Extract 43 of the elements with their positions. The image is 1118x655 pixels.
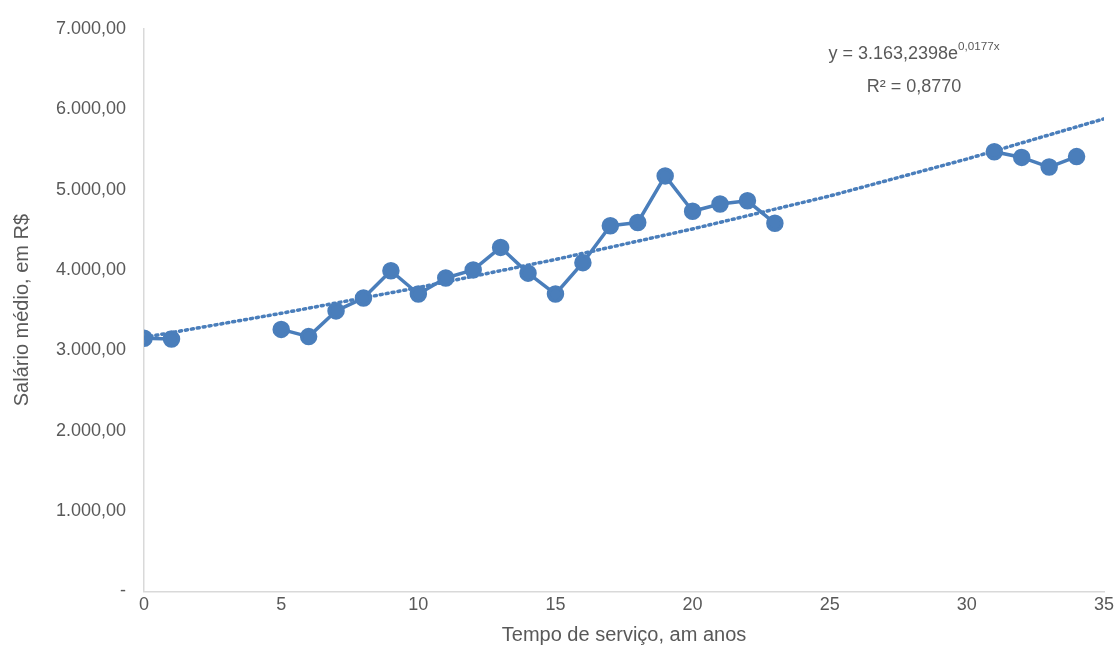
- y-tick-label: 3.000,00: [55, 339, 127, 360]
- x-tick-label: 0: [139, 594, 150, 615]
- point: [272, 320, 290, 339]
- point: [683, 202, 702, 220]
- point: [1012, 148, 1031, 167]
- point: [491, 238, 510, 257]
- point: [437, 269, 455, 287]
- x-tick-label: 5: [276, 594, 287, 615]
- y-tick-label: 5.000,00: [55, 178, 127, 199]
- point: [1040, 158, 1058, 176]
- x-tick-label: 35: [1093, 594, 1115, 615]
- annotation: R² = 0,8770: [866, 75, 962, 96]
- x-tick-label: 15: [545, 594, 566, 615]
- point: [327, 302, 345, 320]
- point: [519, 264, 537, 282]
- y-tick-label: 6.000,00: [55, 98, 127, 119]
- point: [656, 167, 674, 185]
- point: [299, 327, 318, 346]
- y-tick-label: 7.000,00: [55, 17, 127, 38]
- point: [382, 261, 400, 280]
- point: [629, 213, 647, 232]
- y-tick-label: -: [120, 580, 127, 601]
- point: [711, 195, 729, 213]
- x-tick-label: 30: [956, 594, 977, 615]
- y-tick-label: 1.000,00: [55, 500, 127, 520]
- y-tick-label: 2.000,00: [55, 419, 127, 440]
- point: [738, 192, 757, 210]
- point: [1067, 147, 1086, 166]
- point: [601, 216, 620, 235]
- y-tick-label: 4.000,00: [55, 258, 127, 279]
- x-axis-title: Tempo de serviço, am anos: [501, 622, 747, 645]
- y-axis-title: Salário médio, em R$: [9, 213, 32, 407]
- x-tick-label: 20: [682, 594, 703, 615]
- x-tick-label: 25: [819, 594, 840, 615]
- point: [162, 330, 181, 348]
- point: [574, 253, 592, 272]
- point: [985, 143, 1004, 161]
- point: [766, 214, 784, 233]
- x-tick-label: 10: [408, 594, 429, 615]
- point: [464, 261, 482, 279]
- point: [546, 285, 565, 303]
- point: [409, 285, 428, 303]
- point: [354, 289, 373, 307]
